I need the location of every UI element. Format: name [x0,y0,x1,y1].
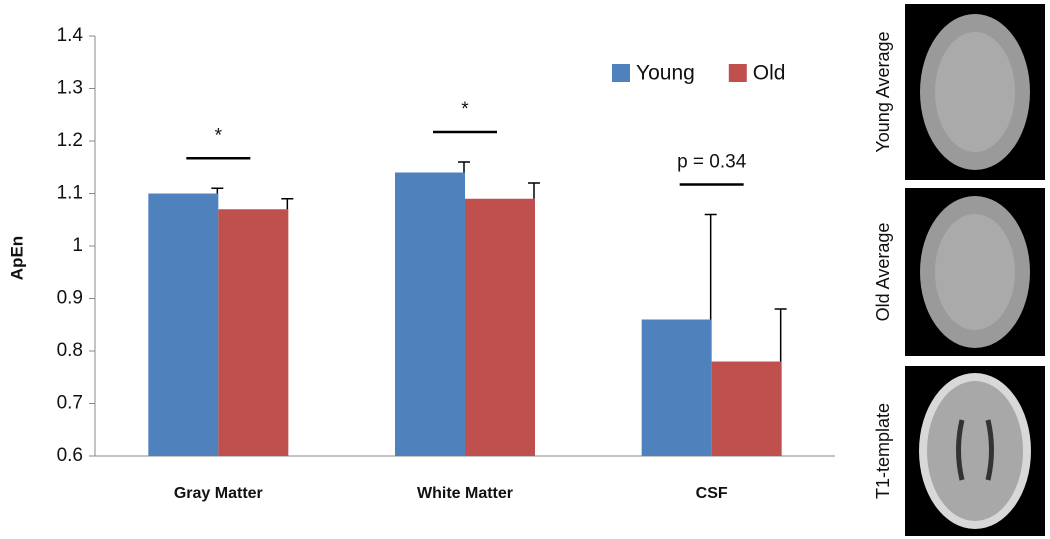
y-axis-label: ApEn [7,236,26,280]
x-tick-label: White Matter [417,485,513,502]
y-tick-label: 1 [72,235,83,256]
legend-swatch [612,64,630,82]
x-tick-label: CSF [696,485,728,502]
bar [641,319,712,456]
brain-texture [935,214,1015,330]
y-tick-label: 1.2 [57,130,83,151]
image-label: T1-template [873,403,893,499]
brain-texture [935,32,1015,152]
bar [218,209,289,456]
ventricles [956,419,994,481]
y-tick-label: 0.9 [57,288,83,309]
legend-swatch [728,64,747,82]
x-tick-label: Gray Matter [174,485,263,502]
bar [711,361,782,456]
annotation: * [461,99,469,120]
legend-label: Old [753,62,786,85]
y-tick-label: 0.6 [57,445,83,466]
legend-label: Young [636,62,695,85]
bar [148,193,219,456]
bar [395,172,465,456]
side-panels [905,4,1045,536]
bar [465,198,535,456]
y-tick-label: 1.3 [57,78,83,99]
y-tick-label: 1.4 [57,25,84,46]
image-label: Old Average [873,223,893,322]
y-tick-label: 1.1 [57,183,83,204]
annotation: p = 0.34 [677,152,747,173]
annotation: * [215,125,223,146]
y-tick-label: 0.7 [57,393,83,414]
y-tick-label: 0.8 [57,340,83,361]
image-label: Young Average [873,31,893,152]
brain-texture [927,381,1023,521]
